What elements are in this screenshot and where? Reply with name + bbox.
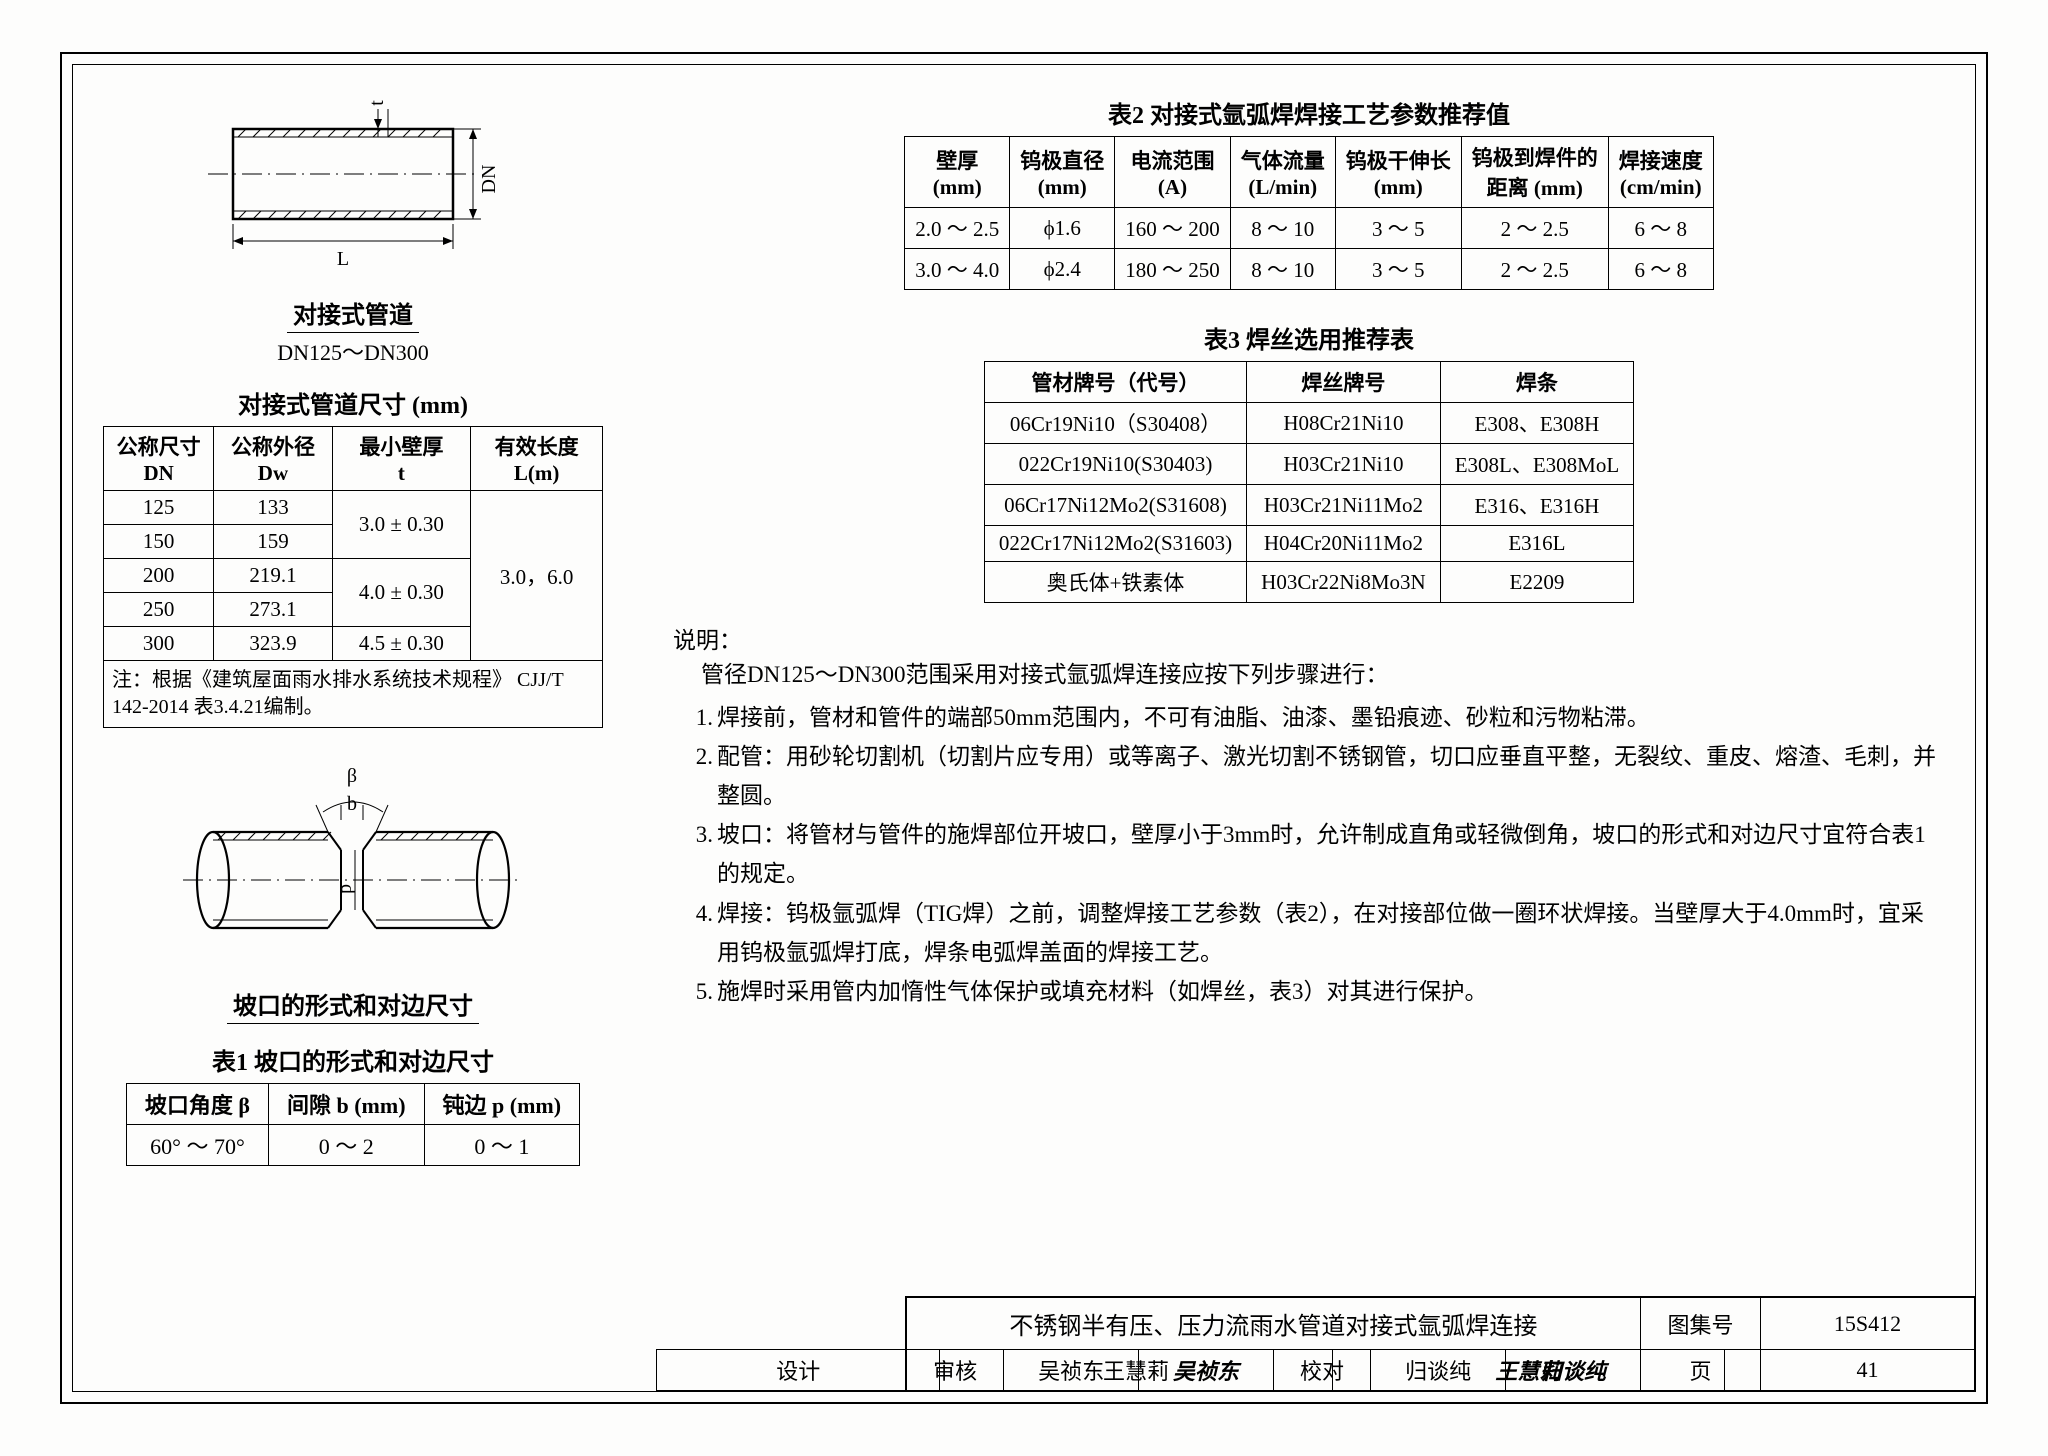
notes-intro: 管径DN125～DN300范围采用对接式氩弧焊连接应按下列步骤进行： [701,655,1945,694]
right-column: 表2 对接式氩弧焊焊接工艺参数推荐值 壁厚 (mm) 钨极直径 (mm) 电流范… [633,65,1975,1391]
svg-text:DN: DN [478,165,500,194]
table-size: 公称尺寸 DN 公称外径 Dw 最小壁厚 t 有效长度 L(m) 125133 … [103,426,603,728]
svg-text:β: β [347,765,357,787]
table1-title: 表1 坡口的形式和对边尺寸 [212,1042,494,1077]
figure-pipe: DN t L [173,89,533,289]
svg-text:t: t [366,100,388,106]
fig2-caption: 坡口的形式和对边尺寸 [227,986,479,1024]
svg-text:p: p [334,884,356,894]
figure-bevel: β b p [163,750,543,980]
title-block: 不锈钢半有压、压力流雨水管道对接式氩弧焊连接 图集号 15S412 审核 吴祯东… [905,1296,1975,1391]
table3: 管材牌号（代号） 焊丝牌号 焊条 06Cr19Ni10（S30408）H08Cr… [984,361,1634,603]
notes-list: 1.焊接前，管材和管件的端部50mm范围内，不可有油脂、油漆、墨铅痕迹、砂粒和污… [673,698,1945,1011]
notes-title: 说明： [673,621,1945,655]
table2: 壁厚 (mm) 钨极直径 (mm) 电流范围 (A) 气体流量 (L/min) … [904,136,1714,290]
table1: 坡口角度 β 间隙 b (mm) 钝边 p (mm) 60° ～ 70° 0 ～… [126,1083,580,1166]
table3-title: 表3 焊丝选用推荐表 [673,320,1945,355]
fig1-sub: DN125～DN300 [277,335,429,367]
svg-text:b: b [347,793,357,815]
left-column: DN t L 对接式管道 DN125～DN300 [73,65,633,1391]
fig1-caption: 对接式管道 [287,295,419,333]
table2-title: 表2 对接式氩弧焊焊接工艺参数推荐值 [673,95,1945,130]
svg-text:L: L [337,248,349,270]
table-size-title: 对接式管道尺寸 (mm) [238,385,468,420]
